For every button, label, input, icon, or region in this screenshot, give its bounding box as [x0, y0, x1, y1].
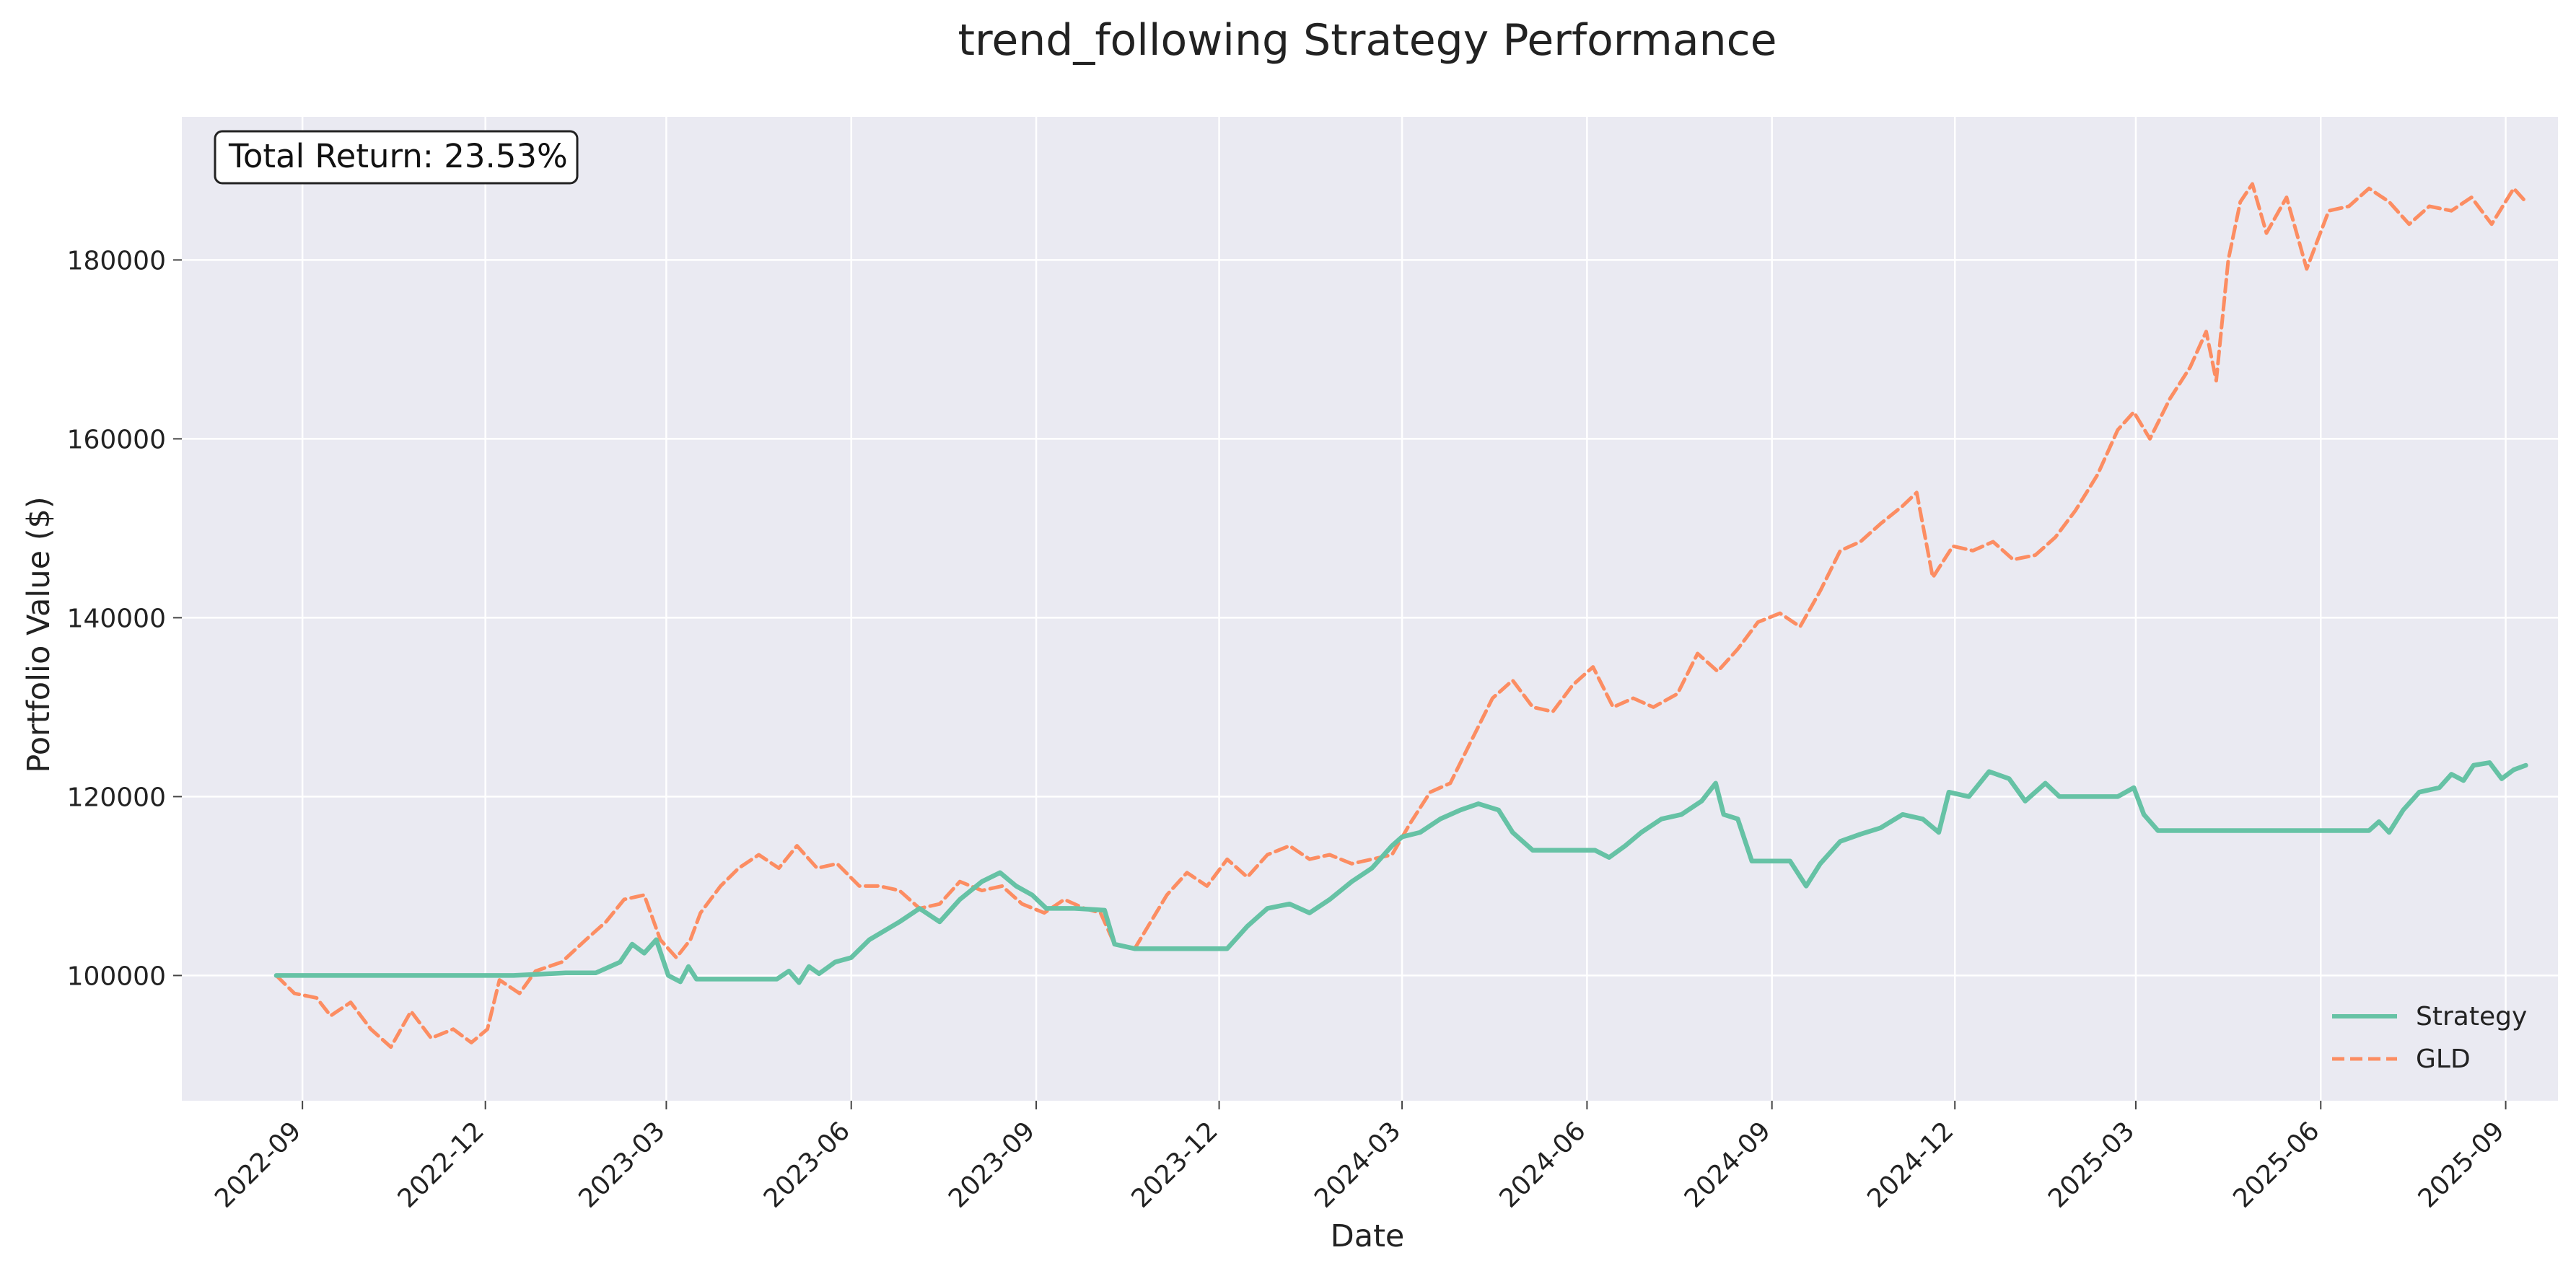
series-lines [273, 182, 2528, 1050]
total-return-text: Total Return: 23.53% [228, 137, 568, 175]
y-tick-label: 180000 [67, 246, 166, 276]
y-tick-label: 160000 [67, 425, 166, 454]
y-axis-label: Portfolio Value ($) [21, 496, 57, 773]
y-tick-labels: 100000 120000 140000 160000 180000 [67, 246, 182, 991]
legend-strategy-label: Strategy [2416, 1002, 2527, 1031]
y-tick-label: 120000 [67, 783, 166, 812]
legend: Strategy GLD [2332, 1002, 2527, 1074]
series-line-strategy [273, 760, 2528, 985]
plot-area [182, 117, 2558, 1101]
chart-title: trend_following Strategy Performance [958, 15, 1777, 66]
x-axis-label: Date [1331, 1218, 1405, 1254]
grid [182, 117, 2558, 1101]
y-tick-label: 140000 [67, 604, 166, 633]
total-return-annotation: Total Return: 23.53% [214, 130, 579, 185]
legend-gld-label: GLD [2416, 1044, 2471, 1074]
y-tick-label: 100000 [67, 962, 166, 991]
